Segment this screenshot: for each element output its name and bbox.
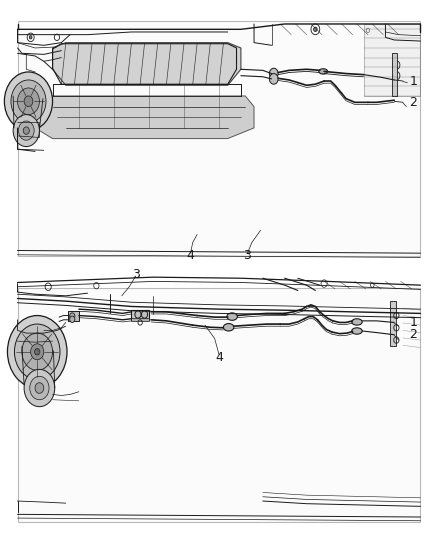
Text: 4: 4 — [215, 351, 223, 364]
Polygon shape — [364, 24, 420, 96]
Circle shape — [70, 316, 75, 322]
Circle shape — [24, 96, 33, 107]
Circle shape — [269, 74, 278, 84]
Text: 3: 3 — [244, 249, 251, 262]
Bar — [390, 301, 396, 346]
Text: 3: 3 — [132, 268, 140, 281]
Bar — [68, 311, 79, 321]
Circle shape — [18, 88, 39, 115]
Circle shape — [141, 311, 148, 318]
Ellipse shape — [352, 328, 362, 334]
Text: S: S — [35, 349, 39, 355]
Circle shape — [13, 115, 39, 147]
Circle shape — [22, 333, 53, 370]
Circle shape — [24, 369, 55, 407]
Circle shape — [70, 313, 75, 319]
Text: 2: 2 — [410, 96, 417, 109]
Ellipse shape — [319, 69, 328, 74]
Circle shape — [23, 127, 29, 134]
Circle shape — [135, 311, 141, 318]
Circle shape — [30, 376, 49, 400]
Text: 1: 1 — [410, 316, 417, 329]
Circle shape — [35, 349, 40, 355]
Circle shape — [18, 121, 34, 140]
Circle shape — [4, 72, 53, 131]
Circle shape — [11, 80, 46, 123]
Text: 1: 1 — [410, 75, 417, 87]
Bar — [18, 21, 420, 256]
Text: 4: 4 — [187, 249, 194, 262]
Polygon shape — [35, 96, 254, 139]
Text: 2: 2 — [410, 328, 417, 341]
Ellipse shape — [352, 319, 362, 325]
Bar — [131, 310, 149, 320]
Polygon shape — [53, 43, 241, 85]
Bar — [392, 53, 397, 96]
Bar — [18, 288, 420, 522]
Circle shape — [269, 68, 278, 79]
Circle shape — [14, 324, 60, 379]
Circle shape — [35, 383, 44, 393]
Ellipse shape — [227, 313, 237, 320]
Ellipse shape — [223, 324, 234, 331]
Circle shape — [7, 316, 67, 388]
Circle shape — [29, 36, 32, 39]
Circle shape — [314, 27, 317, 31]
Bar — [131, 318, 149, 321]
Circle shape — [31, 344, 44, 360]
